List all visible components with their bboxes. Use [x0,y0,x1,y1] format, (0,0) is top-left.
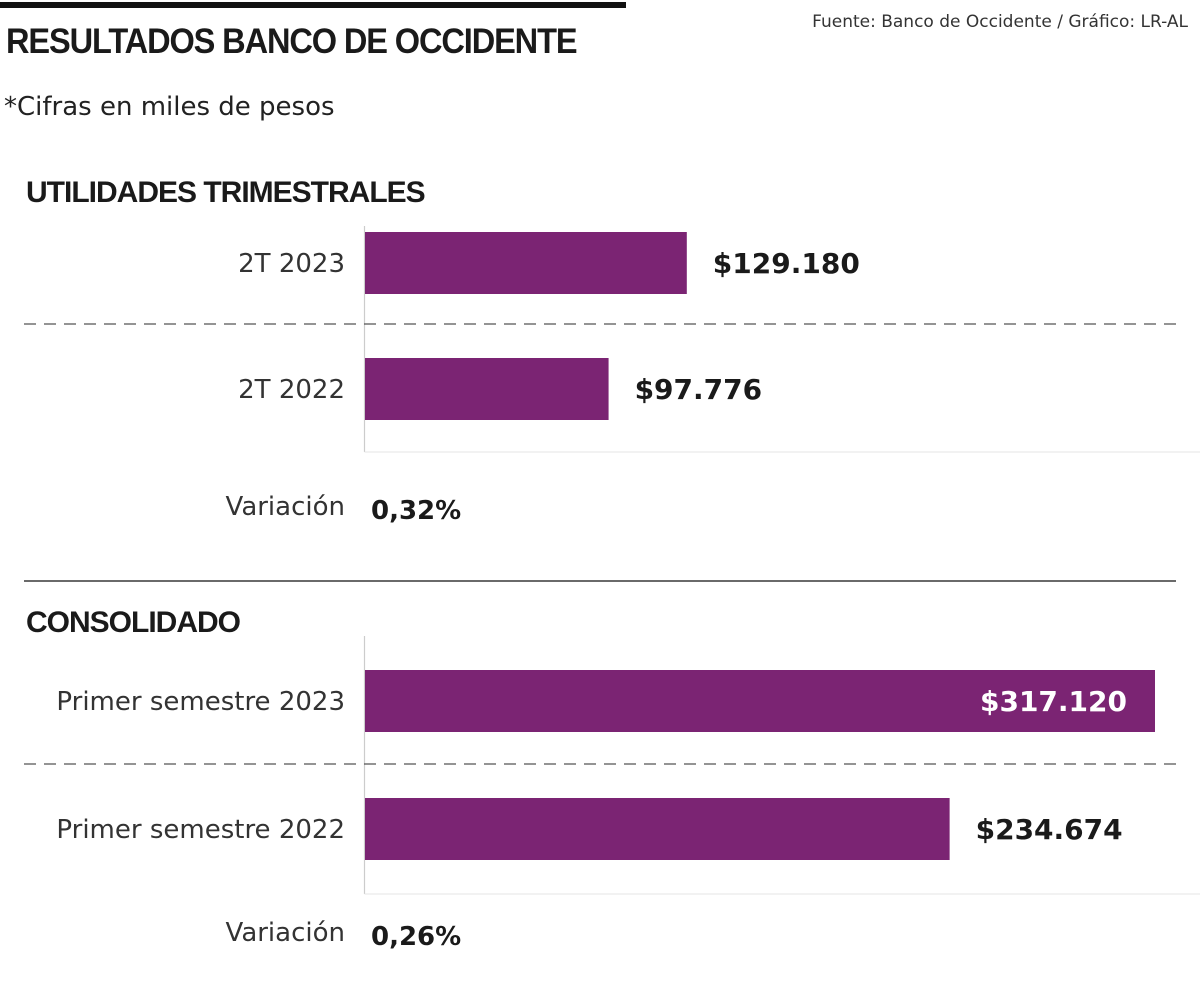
header-top-rule [0,2,626,8]
data-label: $234.674 [976,813,1123,846]
chart-2-variation-value: 0,26% [371,922,462,952]
chart-1-variation-label: Variación [225,492,345,522]
bar [365,798,950,860]
chart-quarterly-profits: 2T 2023 $129.180 2T 2022 $97.776 [24,226,1200,453]
bar [365,232,687,294]
data-label: $317.120 [980,685,1127,718]
bar [365,670,1155,732]
section-divider [24,580,1176,582]
category-label: Primer semestre 2023 [56,687,345,717]
page-title: RESULTADOS BANCO DE OCCIDENTE [6,22,578,61]
data-label: $97.776 [635,373,763,406]
category-label: 2T 2023 [238,249,345,279]
chart-consolidated: Primer semestre 2023 $317.120 Primer semes… [24,636,1200,895]
units-note: *Cifras en miles de pesos [4,92,335,122]
source-credit: Fuente: Banco de Occidente / Gráfico: LR… [812,12,1188,32]
category-label: Primer semestre 2022 [56,815,345,845]
data-label: $129.180 [713,247,860,280]
chart-1-variation-value: 0,32% [371,496,462,526]
category-label: 2T 2022 [238,375,345,405]
bar [365,358,609,420]
chart-2-variation-label: Variación [225,918,345,948]
chart-1-title: UTILIDADES TRIMESTRALES [26,176,426,209]
chart-2-title: CONSOLIDADO [26,606,241,639]
